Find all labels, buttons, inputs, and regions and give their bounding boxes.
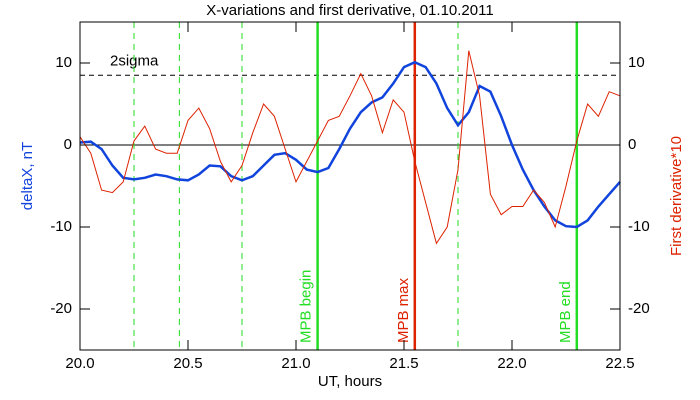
x-tick-label: 20.5 — [173, 355, 202, 372]
y-tick-label: 10 — [55, 54, 72, 71]
y2-tick-label: -20 — [628, 300, 650, 317]
x-tick-label: 21.5 — [389, 355, 418, 372]
y2-tick-label: 10 — [628, 54, 645, 71]
y2-axis-label: First derivative*10 — [668, 136, 685, 256]
data-line — [79, 60, 621, 229]
x-tick-label: 22.5 — [605, 355, 634, 372]
reference-label: MPB begin — [298, 270, 315, 343]
x-axis-label: UT, hours — [318, 373, 382, 390]
data-line — [79, 50, 621, 245]
y-axis-label: deltaX, nT — [19, 142, 36, 210]
reference-label: MPB max — [395, 277, 412, 343]
x-tick-label: 22.0 — [497, 355, 526, 372]
y2-tick-label: 0 — [628, 136, 636, 153]
y-tick-label: -10 — [50, 218, 72, 235]
x-tick-label: 21.0 — [281, 355, 310, 372]
y-tick-label: 0 — [64, 136, 72, 153]
y2-tick-label: -10 — [628, 218, 650, 235]
reference-label: MPB end — [557, 281, 574, 343]
plot-frame — [79, 21, 621, 351]
reference-label: 2sigma — [110, 52, 159, 69]
y-tick-label: -20 — [50, 300, 72, 317]
chart-title: X-variations and first derivative, 01.10… — [206, 2, 493, 19]
x-tick-label: 20.0 — [65, 355, 94, 372]
